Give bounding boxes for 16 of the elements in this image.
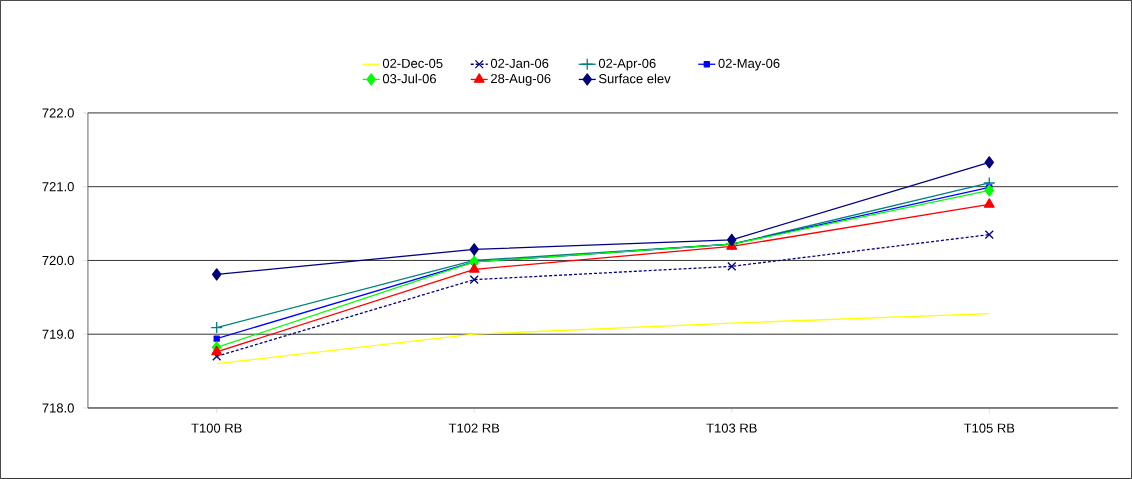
- x-tick-label: T103 RB: [706, 423, 757, 433]
- legend-label: Surface elev: [598, 73, 671, 84]
- legend-label: 28-Aug-06: [491, 73, 551, 86]
- y-tick-label: 718.0: [42, 403, 74, 413]
- y-tick-label: 720.0: [42, 255, 74, 266]
- y-tick-label: 721.0: [42, 182, 74, 192]
- legend-label: 02-Apr-06: [598, 58, 656, 71]
- x-tick-label: T100 RB: [191, 423, 242, 433]
- y-tick-label: 719.0: [42, 329, 74, 339]
- y-tick-label: 722.0: [42, 108, 74, 118]
- x-tick-label: T102 RB: [448, 423, 500, 433]
- x-tick-label: T105 RB: [963, 423, 1015, 433]
- legend-label: 02-Dec-05: [382, 58, 443, 69]
- legend-label: 02-May-06: [718, 58, 780, 71]
- legend-label: 03-Jul-06: [382, 73, 436, 84]
- legend-label: 02-Jan-06: [490, 58, 549, 69]
